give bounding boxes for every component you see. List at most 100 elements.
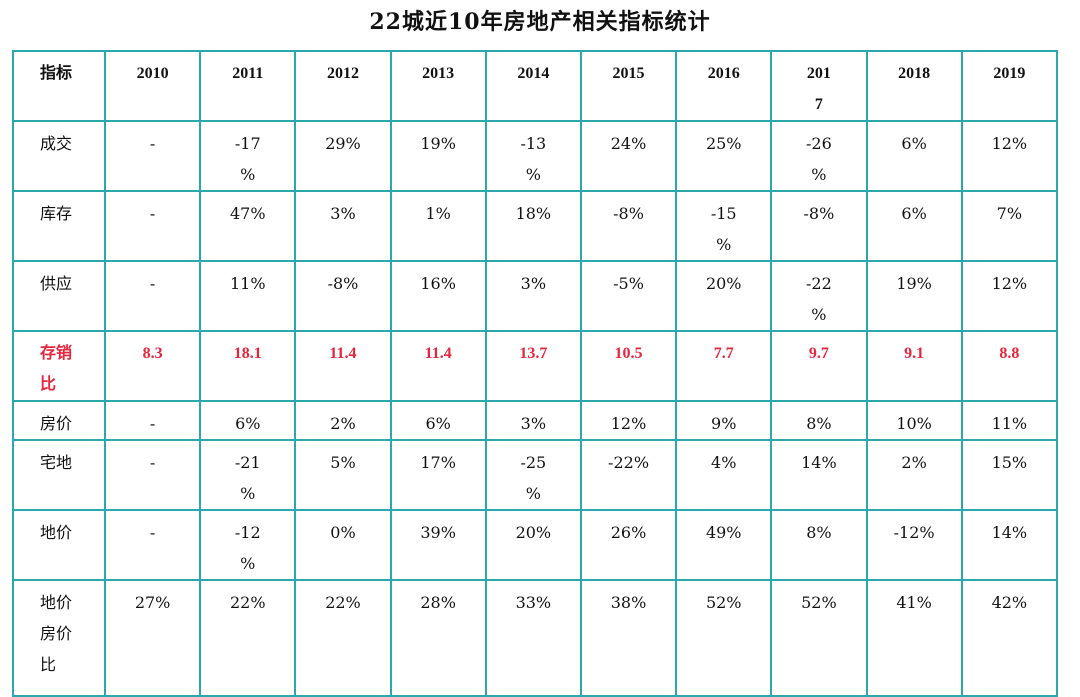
- table-cell: 49%: [675, 509, 773, 581]
- table-cell: 14%: [770, 439, 868, 511]
- table-cell: -15 %: [675, 190, 773, 262]
- year-header-2019: 2019: [960, 50, 1059, 122]
- table-cell: 24%: [579, 120, 678, 192]
- table-cell: 8.3: [103, 330, 202, 402]
- table-cell: 52%: [675, 579, 773, 697]
- table-cell: -22 %: [770, 260, 868, 332]
- table-cell: 22%: [294, 579, 392, 697]
- table-cell: 41%: [865, 579, 963, 697]
- table-row-land-house-price-ratio: 地价 房价 比 27% 22% 22% 28% 33% 38% 52% 52% 41% 42%: [12, 579, 1059, 697]
- table-row-house-price: 房价 -6% 2% 6% 3% 12% 9% 8% 10% 11%: [12, 400, 1059, 441]
- stats-table: 指标 2010 2011 2012 2013 2014 2015 2016 20…: [12, 50, 1059, 697]
- table-cell: 11.4: [294, 330, 392, 402]
- table-cell: 26%: [579, 509, 678, 581]
- table-cell: 6%: [199, 400, 297, 441]
- year-header-2011: 2011: [199, 50, 297, 122]
- table-row-land-price: 地价 - -12 % 0% 39% 20% 26% 49% 8% -12% 14%: [12, 509, 1059, 581]
- table-cell: 11%: [199, 260, 297, 332]
- table-cell: 42%: [960, 579, 1059, 697]
- table-cell: 11.4: [389, 330, 487, 402]
- table-cell: 3%: [294, 190, 392, 262]
- table-cell: 13.7: [484, 330, 582, 402]
- table-cell: 3%: [484, 400, 582, 441]
- table-cell: 6%: [389, 400, 487, 441]
- page-title: 22城近10年房地产相关指标统计: [369, 9, 711, 35]
- table-cell: 5%: [294, 439, 392, 511]
- table-cell: 10%: [865, 400, 963, 441]
- table-cell: -: [103, 190, 202, 262]
- row-label: 存销 比: [12, 330, 106, 402]
- table-cell: 22%: [199, 579, 297, 697]
- year-header-2010: 2010: [103, 50, 202, 122]
- table-cell: 12%: [960, 260, 1059, 332]
- table-cell: -13 %: [484, 120, 582, 192]
- table-cell: -22%: [579, 439, 678, 511]
- year-header-2015: 2015: [579, 50, 678, 122]
- table-cell: 9.7: [770, 330, 868, 402]
- table-cell: -8%: [770, 190, 868, 262]
- table-cell: 6%: [865, 120, 963, 192]
- table-cell: 8%: [770, 400, 868, 441]
- table-cell: 27%: [103, 579, 202, 697]
- table-cell: 15%: [960, 439, 1059, 511]
- header-label-cell: 指标: [12, 50, 106, 122]
- year-header-2012: 2012: [294, 50, 392, 122]
- table-cell: 14%: [960, 509, 1059, 581]
- table-cell: 10.5: [579, 330, 678, 402]
- table-cell: -: [103, 439, 202, 511]
- table-row-supply: 供应 -11% -8% 16% 3% -5% 20% -22 % 19% 12%: [12, 260, 1059, 332]
- table-cell: 7%: [960, 190, 1059, 262]
- table-cell: 1%: [389, 190, 487, 262]
- table-cell: -8%: [579, 190, 678, 262]
- table-cell: -21 %: [199, 439, 297, 511]
- row-label: 库存: [12, 190, 106, 262]
- table-cell: 6%: [865, 190, 963, 262]
- table-cell: 20%: [675, 260, 773, 332]
- table-cell: 18%: [484, 190, 582, 262]
- table-row-inventory: 库存 -47% 3% 1% 18% -8% -15 % -8% 6% 7%: [12, 190, 1059, 262]
- table-cell: 33%: [484, 579, 582, 697]
- table-cell: 12%: [960, 120, 1059, 192]
- row-label: 宅地: [12, 439, 106, 511]
- table-cell: -: [103, 509, 202, 581]
- table-cell: -25 %: [484, 439, 582, 511]
- year-header-2014: 2014: [484, 50, 582, 122]
- table-cell: -26 %: [770, 120, 868, 192]
- table-cell: 9%: [675, 400, 773, 441]
- row-label: 地价: [12, 509, 106, 581]
- table-cell: -12%: [865, 509, 963, 581]
- year-header-2017: 201 7: [770, 50, 868, 122]
- table-cell: 3%: [484, 260, 582, 332]
- row-label: 成交: [12, 120, 106, 192]
- table-cell: 7.7: [675, 330, 773, 402]
- table-cell: -: [103, 120, 202, 192]
- table-cell: 39%: [389, 509, 487, 581]
- table-cell: 18.1: [199, 330, 297, 402]
- table-cell: -8%: [294, 260, 392, 332]
- table-cell: 38%: [579, 579, 678, 697]
- table-cell: 19%: [389, 120, 487, 192]
- table-cell: 25%: [675, 120, 773, 192]
- table-cell: 8%: [770, 509, 868, 581]
- header-row: 指标 2010 2011 2012 2013 2014 2015 2016 20…: [12, 50, 1059, 122]
- table-cell: 12%: [579, 400, 678, 441]
- table-cell: -5%: [579, 260, 678, 332]
- table-cell: 2%: [294, 400, 392, 441]
- table-cell: 0%: [294, 509, 392, 581]
- table-row-inventory-sales-ratio: 存销 比 8.3 18.1 11.4 11.4 13.7 10.5 7.7 9.7 9.1 8.8: [12, 330, 1059, 402]
- table-cell: 16%: [389, 260, 487, 332]
- table-cell: 29%: [294, 120, 392, 192]
- table-cell: -17 %: [199, 120, 297, 192]
- table-cell: 52%: [770, 579, 868, 697]
- table-cell: 28%: [389, 579, 487, 697]
- table-cell: 4%: [675, 439, 773, 511]
- row-label: 房价: [12, 400, 106, 441]
- table-cell: -: [103, 260, 202, 332]
- table-cell: 2%: [865, 439, 963, 511]
- table-cell: 17%: [389, 439, 487, 511]
- table-cell: 47%: [199, 190, 297, 262]
- table-cell: 8.8: [960, 330, 1059, 402]
- year-header-2016: 2016: [675, 50, 773, 122]
- table-cell: 9.1: [865, 330, 963, 402]
- table-cell: 20%: [484, 509, 582, 581]
